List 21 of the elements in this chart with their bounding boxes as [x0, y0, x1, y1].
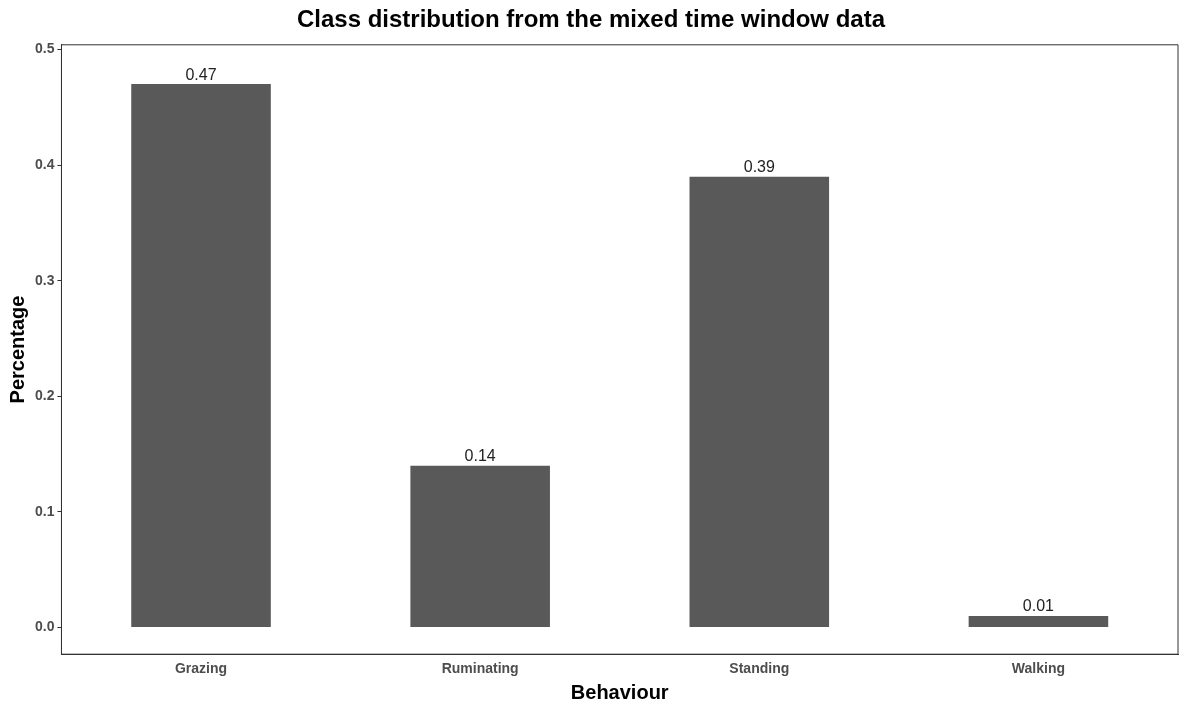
- bar: [410, 465, 550, 628]
- data-label: 0.14: [464, 447, 496, 465]
- bar: [968, 616, 1109, 628]
- x-tick-label: Standing: [729, 660, 790, 677]
- data-label: 0.39: [743, 158, 775, 176]
- y-tick-label: 0.1: [34, 502, 55, 519]
- y-tick-label: 0.3: [34, 271, 55, 288]
- y-tick-label: 0.0: [34, 618, 55, 635]
- y-axis-title: Percentage: [5, 295, 28, 404]
- x-tick-label: Walking: [1011, 660, 1066, 677]
- y-tick-label: 0.2: [34, 387, 55, 404]
- x-axis-title: Behaviour: [570, 680, 669, 703]
- bar: [131, 84, 271, 628]
- y-tick-label: 0.5: [34, 40, 55, 57]
- y-tick-label: 0.4: [34, 155, 55, 172]
- chart-title: Class distribution from the mixed time window data: [296, 5, 886, 33]
- x-tick-label: Ruminating: [441, 660, 519, 677]
- data-label: 0.01: [1022, 597, 1055, 615]
- x-tick-label: Grazing: [174, 660, 228, 677]
- data-label: 0.47: [185, 65, 217, 83]
- bar: [689, 176, 830, 628]
